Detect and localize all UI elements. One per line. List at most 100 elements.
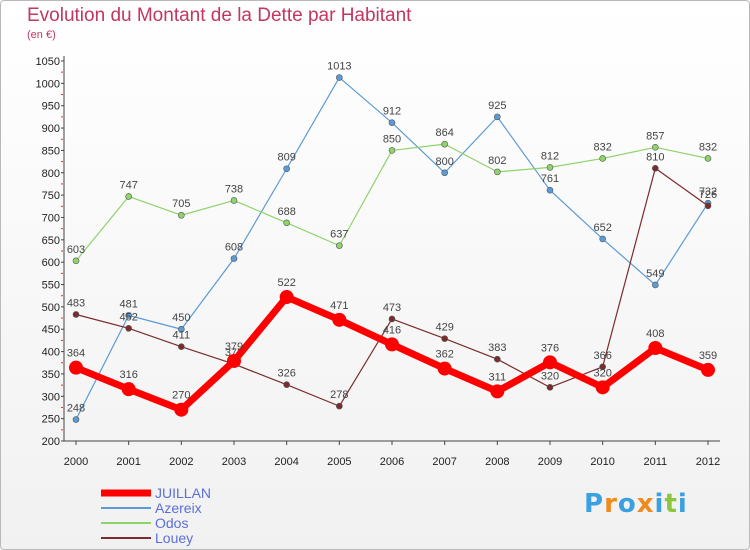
x-tick-label: 2006 bbox=[380, 456, 404, 468]
data-point bbox=[174, 402, 189, 417]
data-point bbox=[178, 343, 185, 350]
data-point bbox=[388, 315, 396, 323]
x-tick-label: 2000 bbox=[64, 456, 88, 468]
data-label: 270 bbox=[172, 390, 190, 402]
data-label: 326 bbox=[277, 368, 295, 380]
logo-letter: i bbox=[677, 489, 688, 519]
data-point bbox=[125, 312, 132, 319]
data-point bbox=[230, 255, 238, 262]
x-tick-label: 2002 bbox=[169, 456, 193, 468]
data-label: 738 bbox=[225, 183, 243, 195]
data-point bbox=[336, 402, 343, 410]
data-point bbox=[595, 380, 610, 395]
data-label: 802 bbox=[488, 155, 506, 167]
data-label: 473 bbox=[383, 302, 401, 314]
y-tick-label: 500 bbox=[42, 302, 60, 314]
logo-letter: i bbox=[654, 489, 665, 519]
data-label: 812 bbox=[541, 150, 559, 162]
data-point bbox=[652, 164, 659, 172]
data-point bbox=[72, 416, 80, 423]
data-label: 925 bbox=[488, 100, 506, 112]
logo-letter: P bbox=[584, 489, 605, 519]
series-azereix: 248 481 450 608 809 1013 912 800 925 761 652 549 732 bbox=[67, 61, 717, 423]
data-point bbox=[69, 360, 83, 375]
y-tick-label: 450 bbox=[42, 324, 60, 336]
data-point bbox=[336, 74, 343, 81]
data-label: 320 bbox=[541, 370, 559, 382]
data-label: 471 bbox=[330, 300, 348, 312]
x-tick-label: 2007 bbox=[432, 456, 456, 468]
y-tick-label: 200 bbox=[42, 436, 60, 448]
data-label: 366 bbox=[593, 350, 611, 362]
data-point bbox=[546, 186, 554, 194]
data-label: 383 bbox=[488, 342, 506, 354]
y-tick-label: 550 bbox=[42, 280, 60, 292]
data-point bbox=[652, 281, 659, 289]
data-label: 705 bbox=[172, 198, 190, 210]
data-point bbox=[704, 202, 712, 210]
x-tick-label: 2001 bbox=[116, 456, 140, 468]
data-point bbox=[701, 362, 715, 377]
series-line bbox=[75, 143, 709, 262]
data-point bbox=[385, 337, 399, 352]
x-tick-label: 2010 bbox=[590, 456, 614, 468]
data-label: 316 bbox=[119, 369, 137, 381]
x-tick-label: 2004 bbox=[274, 456, 298, 468]
data-label: 359 bbox=[699, 350, 717, 362]
data-label: 857 bbox=[646, 130, 664, 142]
data-point bbox=[283, 219, 290, 227]
legend-entry: JUILLAN bbox=[155, 485, 211, 501]
data-point bbox=[704, 155, 712, 162]
data-point bbox=[599, 363, 606, 371]
logo-letter: o bbox=[617, 489, 637, 519]
series-line bbox=[75, 76, 709, 420]
data-label: 637 bbox=[330, 229, 348, 241]
data-label: 832 bbox=[593, 141, 611, 153]
data-label: 1013 bbox=[327, 61, 351, 73]
y-tick-label: 650 bbox=[42, 235, 60, 247]
data-point bbox=[437, 361, 452, 376]
data-label: 379 bbox=[225, 341, 243, 353]
data-label: 452 bbox=[119, 311, 137, 323]
data-point bbox=[441, 140, 448, 148]
proxiti-logo: Proxiti bbox=[584, 489, 688, 519]
data-label: 483 bbox=[67, 297, 85, 309]
data-label: 416 bbox=[383, 324, 401, 336]
data-label: 362 bbox=[435, 349, 453, 361]
data-point bbox=[599, 235, 606, 243]
data-point bbox=[388, 119, 396, 126]
data-point bbox=[72, 257, 80, 265]
chart-title: Evolution du Montant de la Dette par Hab… bbox=[27, 5, 412, 26]
y-tick-label: 1050 bbox=[36, 56, 60, 68]
data-label: 726 bbox=[699, 189, 717, 201]
data-label: 800 bbox=[435, 156, 453, 168]
data-point bbox=[546, 164, 554, 171]
data-point bbox=[283, 381, 290, 388]
data-point bbox=[494, 168, 501, 176]
data-point bbox=[332, 312, 347, 327]
data-point bbox=[178, 325, 185, 333]
data-label: 864 bbox=[435, 127, 453, 139]
data-point bbox=[227, 353, 241, 368]
x-tick-label: 2009 bbox=[538, 456, 562, 468]
data-label: 652 bbox=[593, 222, 611, 234]
data-point bbox=[283, 165, 290, 173]
x-tick-label: 2008 bbox=[485, 456, 509, 468]
x-tick-label: 2011 bbox=[644, 456, 668, 468]
data-label: 549 bbox=[646, 268, 664, 280]
data-label: 761 bbox=[541, 173, 559, 185]
y-tick-label: 750 bbox=[42, 190, 60, 202]
data-label: 320 bbox=[593, 367, 611, 379]
data-label: 832 bbox=[699, 141, 717, 153]
series-line bbox=[75, 167, 709, 407]
y-tick-label: 350 bbox=[42, 369, 60, 381]
data-label: 248 bbox=[67, 403, 85, 415]
data-point bbox=[230, 197, 238, 204]
data-point bbox=[125, 325, 132, 332]
y-tick-label: 800 bbox=[42, 168, 60, 180]
data-point bbox=[490, 384, 505, 399]
x-tick-label: 2003 bbox=[222, 456, 246, 468]
data-point bbox=[125, 193, 132, 200]
data-label: 429 bbox=[435, 322, 453, 334]
